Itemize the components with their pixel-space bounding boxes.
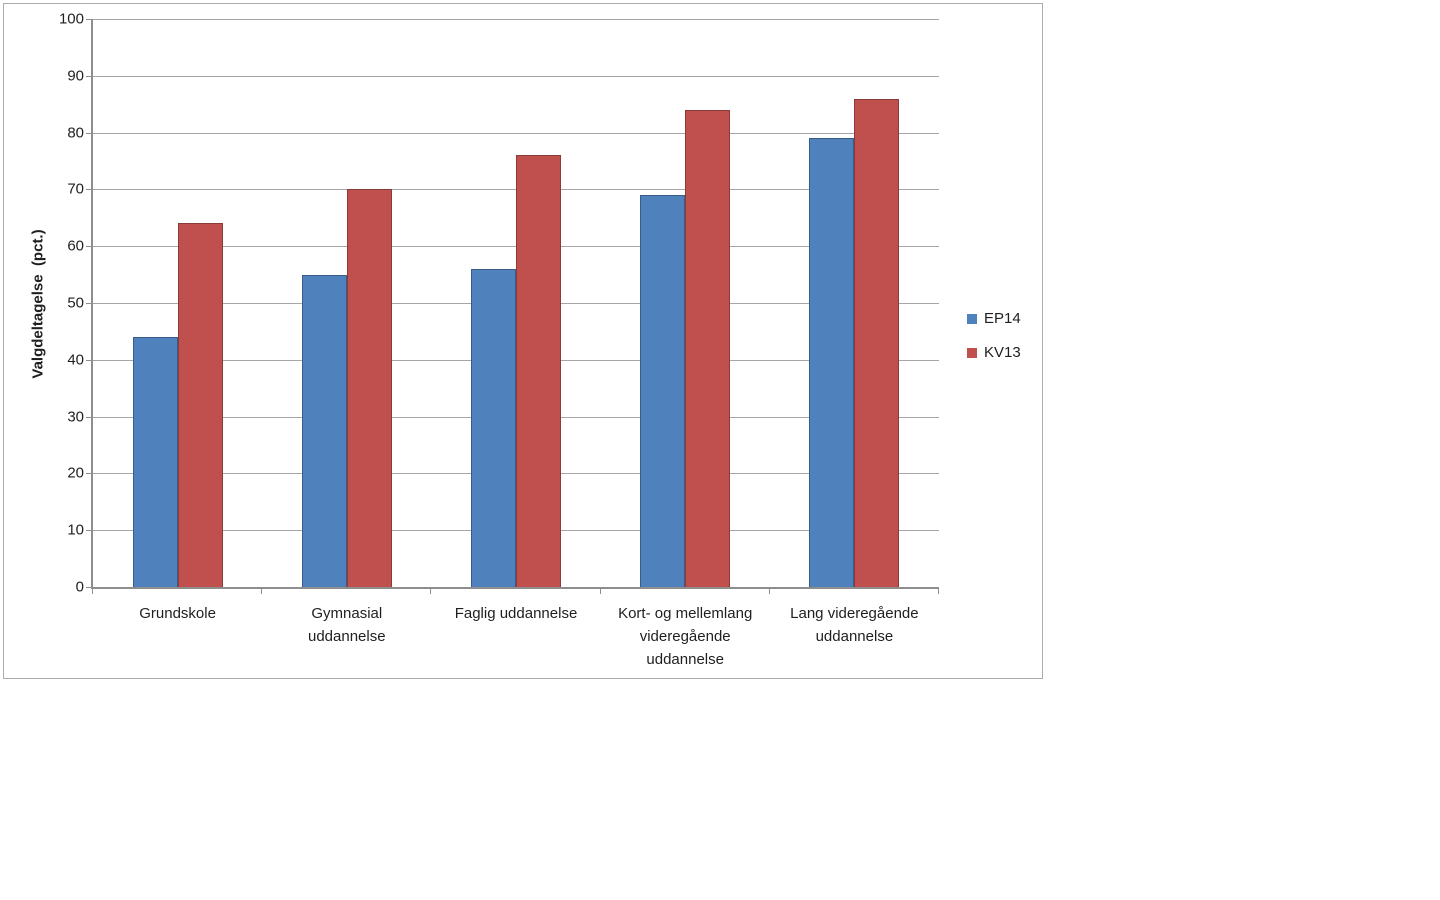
y-tick-label-10: 10 <box>67 521 84 539</box>
legend-swatch-ep14 <box>967 313 977 324</box>
category-label-4: Lang videregående uddannelse <box>790 605 919 645</box>
x-axis-line <box>91 587 939 589</box>
bar-ep14-2 <box>471 268 516 587</box>
legend-item-ep14: EP14 <box>967 310 1021 327</box>
bar-ep14-1 <box>301 274 347 587</box>
bars <box>93 19 939 587</box>
plot-area <box>93 19 939 587</box>
y-tick-label-80: 80 <box>67 124 84 142</box>
bar-ep14-4 <box>809 138 855 587</box>
category-label-3: Kort- og mellemlang videregående uddanne… <box>618 605 753 668</box>
bar-ep14-0 <box>132 337 178 587</box>
chart: Valgdeltagelse (pct.) 0 10 20 30 40 50 60 70 80 9… <box>3 3 1043 679</box>
gridline-80 <box>93 132 939 134</box>
y-tick-label-30: 30 <box>67 408 84 426</box>
y-tick-label-90: 90 <box>67 67 84 85</box>
legend-label-kv13: KV13 <box>984 344 1021 361</box>
y-tick-label-70: 70 <box>67 180 84 198</box>
gridline-100 <box>93 19 939 20</box>
bar-kv13-0 <box>177 223 223 587</box>
bar-kv13-4 <box>854 98 900 587</box>
y-axis-title: Valgdeltagelse (pct.) <box>29 229 47 379</box>
legend-label-ep14: EP14 <box>984 310 1021 327</box>
legend: EP14 KV13 <box>967 310 1021 361</box>
legend-swatch-kv13 <box>967 347 977 358</box>
y-tick-label-0: 0 <box>75 578 84 596</box>
bar-kv13-2 <box>516 155 561 587</box>
y-axis-line <box>91 19 93 587</box>
bar-kv13-1 <box>346 189 392 587</box>
category-label-2: Faglig uddannelse <box>454 605 578 622</box>
gridline-90 <box>93 75 939 77</box>
bar-ep14-3 <box>640 195 686 587</box>
category-label-1: Gymnasial uddannelse <box>307 605 386 645</box>
y-tick-label-100: 100 <box>58 10 84 28</box>
y-tick-label-20: 20 <box>67 464 84 482</box>
bar-kv13-3 <box>685 109 731 587</box>
category-label-0: Grundskole <box>139 605 216 622</box>
legend-item-kv13: KV13 <box>967 344 1021 361</box>
